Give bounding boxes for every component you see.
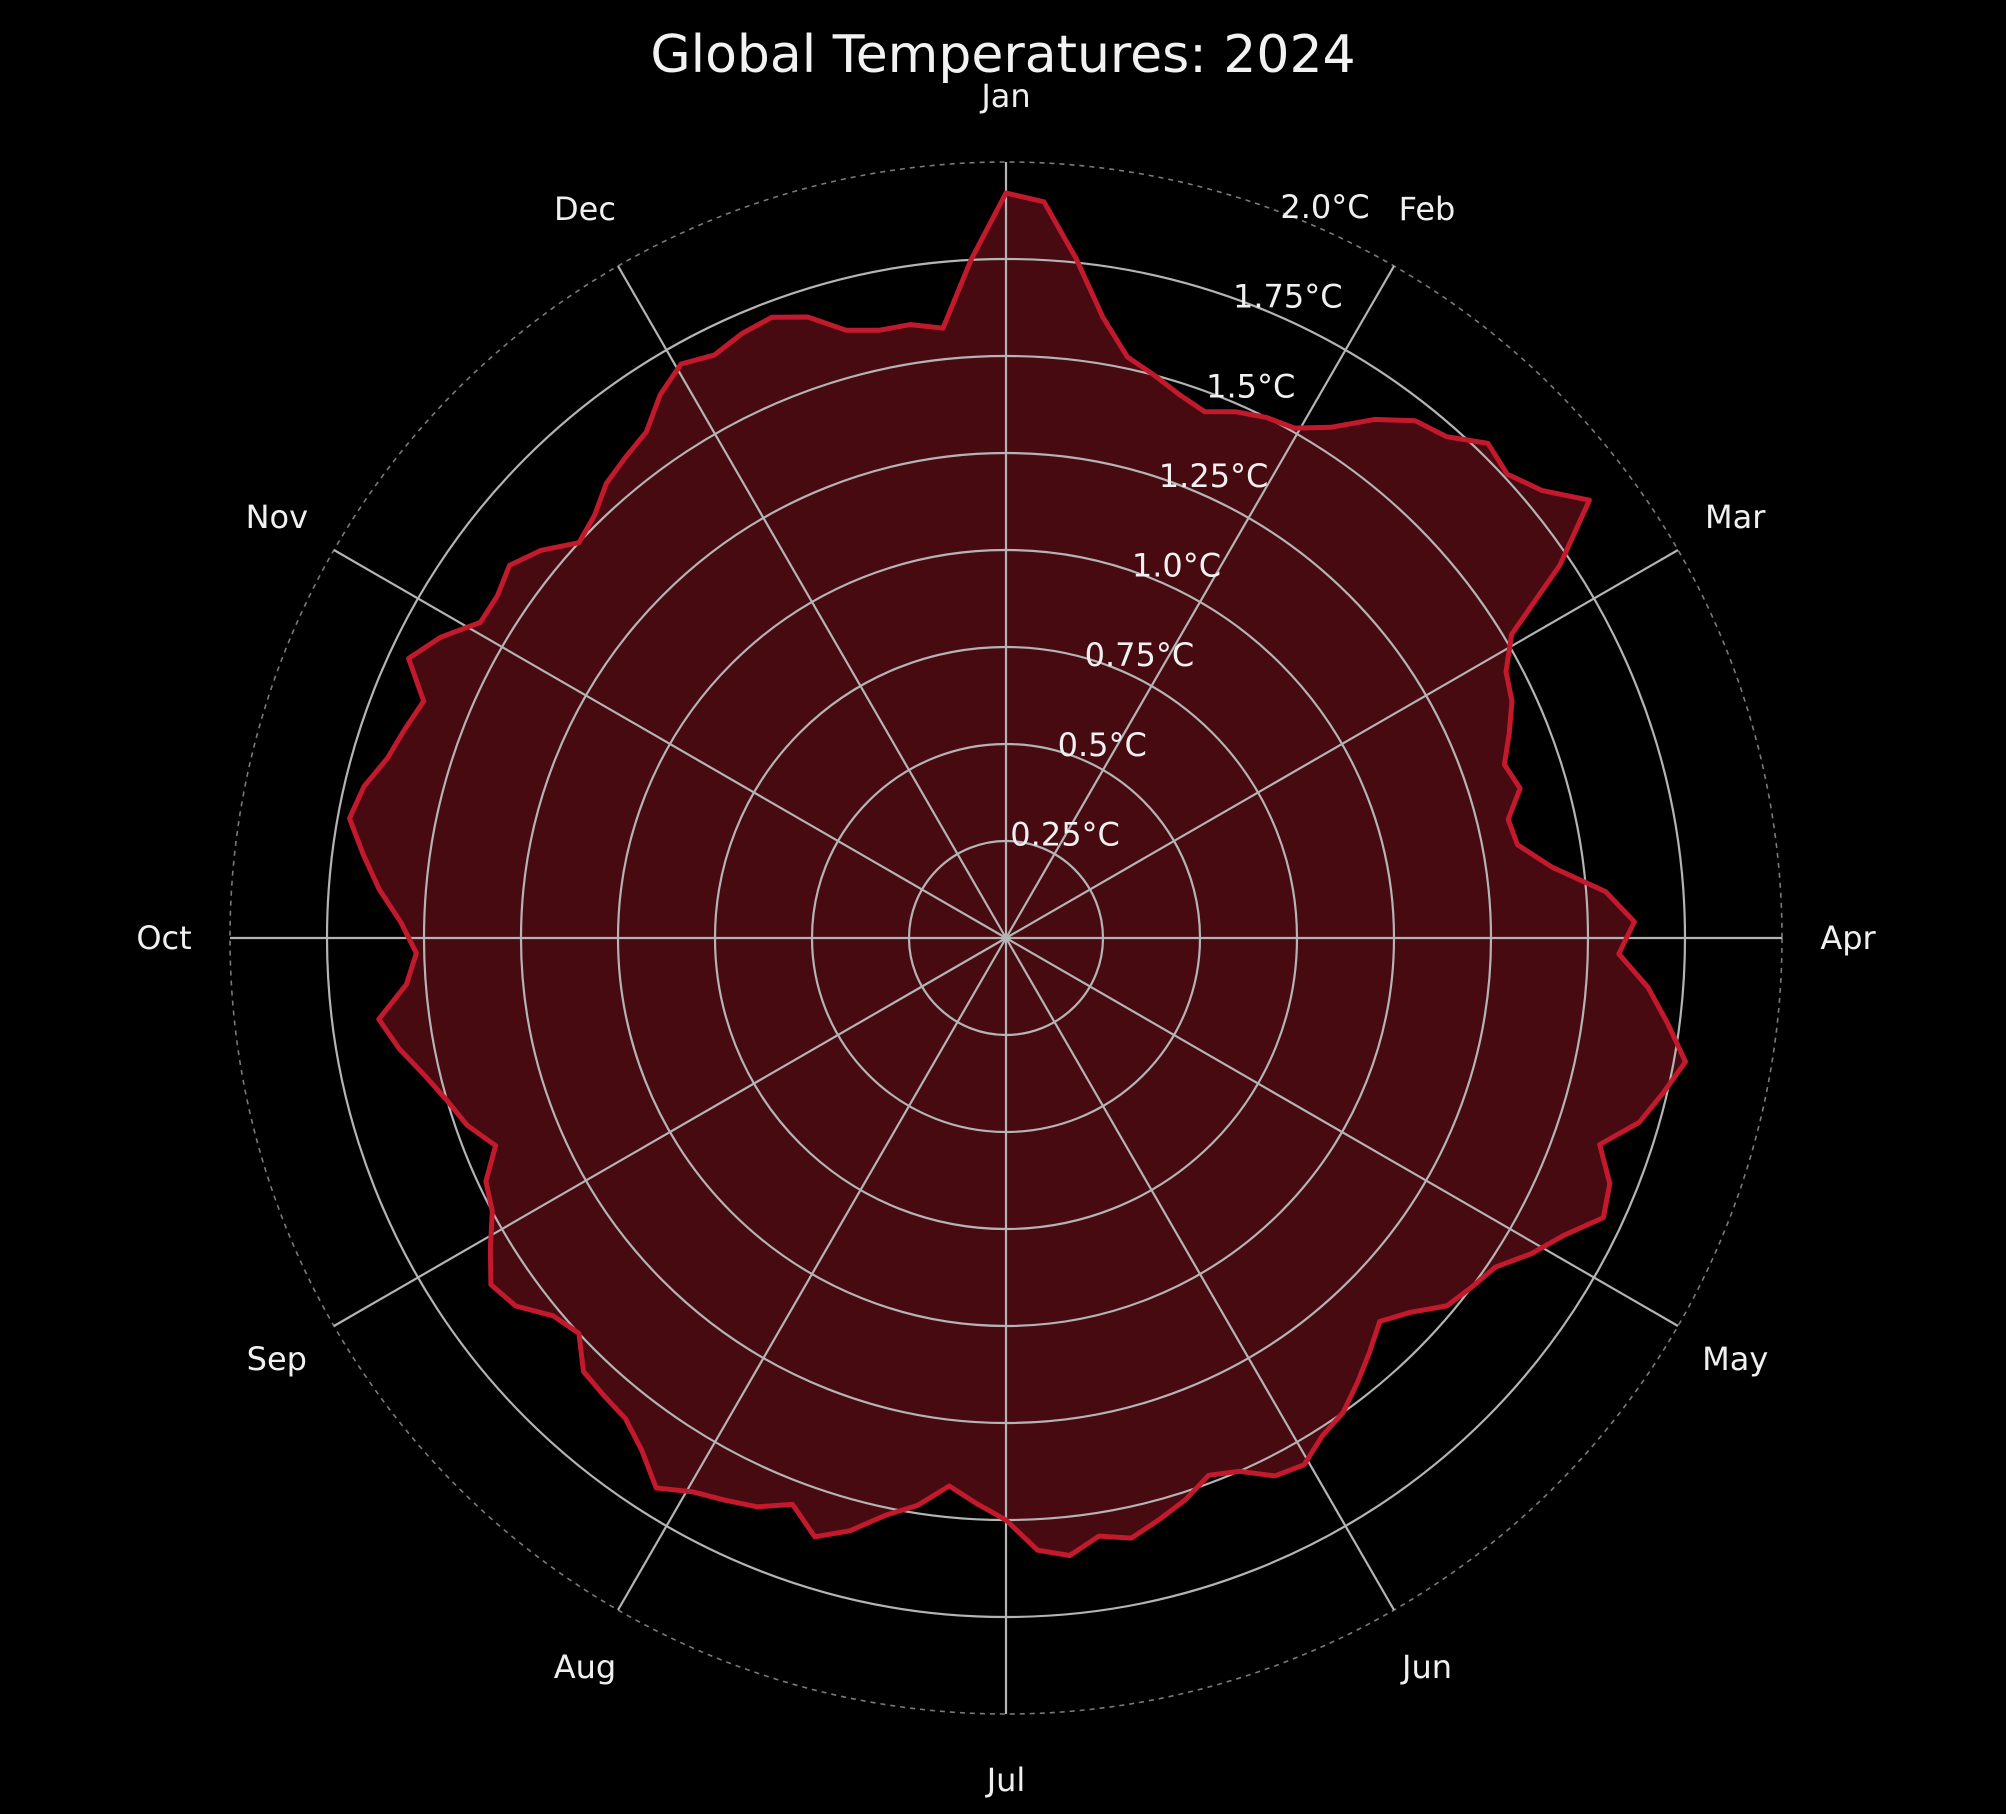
series-line: [347, 190, 1688, 1558]
radial-tick-label: 0.5°C: [1058, 726, 1147, 764]
radial-tick-label: 1.75°C: [1233, 278, 1343, 316]
radial-tick-label: 0.25°C: [1010, 815, 1120, 853]
radial-tick-label: 1.25°C: [1159, 457, 1269, 495]
spoke: [1005, 549, 1679, 939]
radial-tick-label: 2.0°C: [1280, 188, 1369, 226]
month-label: Nov: [246, 498, 308, 536]
spoke: [1005, 265, 1395, 939]
month-label: Jul: [985, 1761, 1026, 1799]
month-label: May: [1702, 1340, 1768, 1378]
month-label: Feb: [1399, 190, 1456, 228]
spoke: [333, 549, 1007, 939]
chart-title: Global Temperatures: 2024: [650, 25, 1355, 85]
month-label: Aug: [554, 1648, 616, 1686]
month-label: Apr: [1820, 919, 1876, 957]
month-label: Oct: [136, 919, 191, 957]
spoke: [617, 937, 1007, 1611]
month-label: Jan: [979, 77, 1030, 115]
radial-tick-label: 1.0°C: [1132, 547, 1221, 585]
month-label: Dec: [554, 190, 616, 228]
radial-tick-label: 1.5°C: [1206, 367, 1295, 405]
series-fill-layer: [349, 193, 1686, 1556]
month-label: Mar: [1705, 498, 1766, 536]
spoke: [1005, 937, 1679, 1327]
radial-tick-label: 0.75°C: [1085, 636, 1195, 674]
spoke: [617, 265, 1007, 939]
polar-grid: [229, 161, 1783, 1715]
axis-labels: Jan Feb Mar Apr May Jun Jul Aug Sep Oct Nov Dec 0.25…: [136, 77, 1876, 1799]
month-label: Sep: [247, 1340, 307, 1378]
series-area: [349, 193, 1686, 1556]
spoke: [333, 937, 1007, 1327]
month-label: Jun: [1400, 1648, 1452, 1686]
series-line-layer: [347, 190, 1688, 1558]
spoke: [1005, 937, 1395, 1611]
